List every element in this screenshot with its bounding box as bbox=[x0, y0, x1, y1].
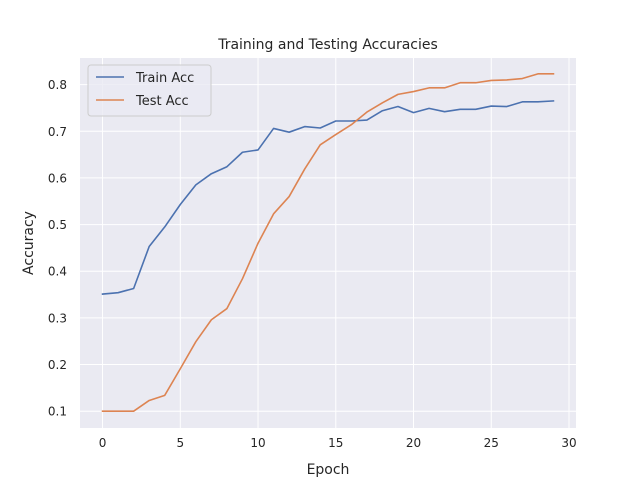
grid bbox=[80, 58, 576, 428]
x-tick-label: 0 bbox=[99, 436, 107, 450]
y-axis-title: Accuracy bbox=[21, 211, 37, 275]
chart-title: Training and Testing Accuracies bbox=[217, 37, 438, 53]
y-tick-label: 0.2 bbox=[48, 358, 67, 372]
plot-area bbox=[80, 58, 576, 428]
y-tick-label: 0.6 bbox=[48, 171, 67, 185]
y-axis-ticks: 0.1 0.2 0.3 0.4 0.5 0.6 0.7 0.8 bbox=[48, 78, 67, 419]
x-tick-label: 25 bbox=[484, 436, 499, 450]
x-axis-ticks: 0 5 10 15 20 25 30 bbox=[99, 436, 577, 450]
series-layer bbox=[101, 73, 555, 413]
x-tick-label: 15 bbox=[328, 436, 343, 450]
y-tick-label: 0.7 bbox=[48, 125, 67, 139]
x-tick-label: 20 bbox=[406, 436, 421, 450]
y-tick-label: 0.3 bbox=[48, 311, 67, 325]
series-line-train-acc bbox=[101, 100, 555, 295]
y-tick-label: 0.5 bbox=[48, 218, 67, 232]
legend-label-test: Test Acc bbox=[135, 94, 189, 109]
y-tick-label: 0.4 bbox=[48, 265, 67, 279]
series-line-test-acc bbox=[101, 73, 555, 413]
legend-label-train: Train Acc bbox=[135, 71, 194, 86]
legend: Train Acc Test Acc bbox=[87, 64, 212, 117]
x-tick-label: 30 bbox=[561, 436, 576, 450]
y-tick-label: 0.1 bbox=[48, 405, 67, 419]
x-tick-label: 5 bbox=[176, 436, 184, 450]
x-tick-label: 10 bbox=[250, 436, 265, 450]
y-tick-label: 0.8 bbox=[48, 78, 67, 92]
x-axis-title: Epoch bbox=[307, 462, 350, 478]
